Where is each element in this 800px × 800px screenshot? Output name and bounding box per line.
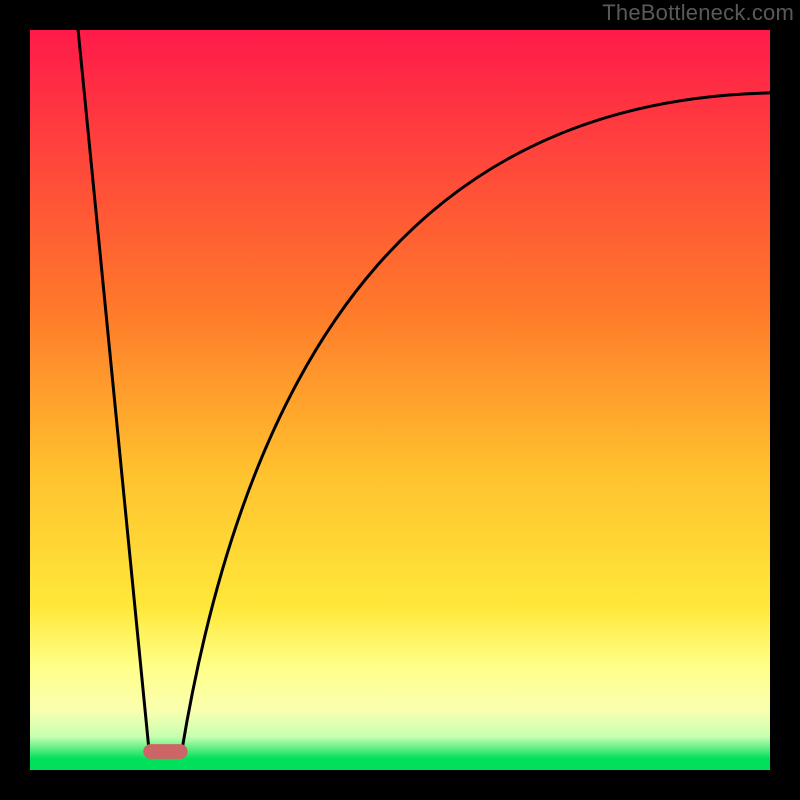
bottleneck-chart-svg (0, 0, 800, 800)
optimal-point-marker (143, 744, 187, 759)
watermark-text: TheBottleneck.com (602, 0, 794, 26)
chart-canvas: TheBottleneck.com (0, 0, 800, 800)
